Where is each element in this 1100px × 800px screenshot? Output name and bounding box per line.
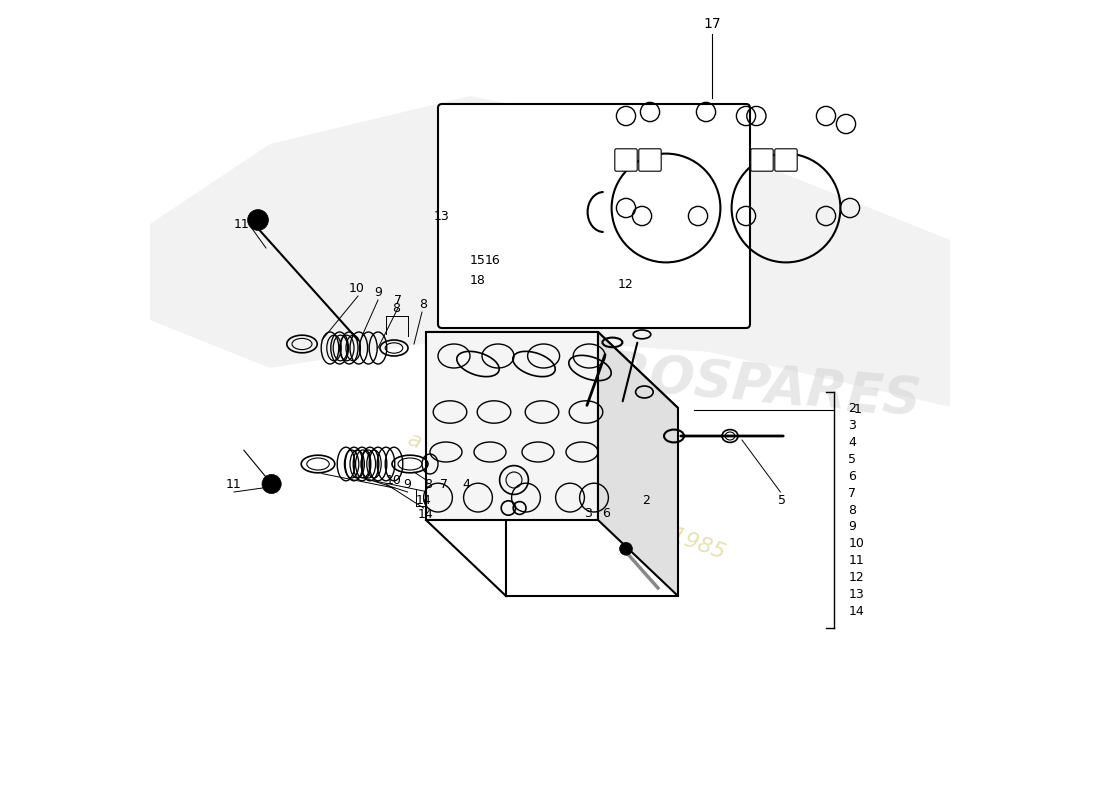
Text: 9: 9 bbox=[848, 520, 856, 534]
FancyBboxPatch shape bbox=[774, 149, 798, 171]
Text: 14: 14 bbox=[417, 508, 433, 521]
Text: 6: 6 bbox=[848, 470, 856, 482]
Text: 13: 13 bbox=[848, 588, 865, 601]
Text: 7: 7 bbox=[848, 486, 857, 500]
Text: 5: 5 bbox=[848, 453, 857, 466]
Polygon shape bbox=[426, 332, 598, 520]
Polygon shape bbox=[426, 332, 678, 408]
Polygon shape bbox=[598, 332, 678, 596]
Text: 15: 15 bbox=[470, 254, 486, 266]
Text: 7: 7 bbox=[394, 294, 402, 306]
Text: 4: 4 bbox=[462, 478, 470, 490]
Circle shape bbox=[262, 474, 282, 494]
FancyBboxPatch shape bbox=[639, 149, 661, 171]
Text: 13: 13 bbox=[434, 210, 450, 222]
Text: 11: 11 bbox=[234, 218, 250, 230]
Text: 16: 16 bbox=[484, 254, 500, 266]
Text: 10: 10 bbox=[349, 282, 364, 294]
Text: 6: 6 bbox=[602, 507, 609, 520]
Text: 17: 17 bbox=[704, 17, 722, 31]
Text: 1: 1 bbox=[854, 403, 862, 416]
Text: 12: 12 bbox=[848, 571, 865, 584]
Text: EUROSPARES: EUROSPARES bbox=[529, 341, 923, 427]
Text: 4: 4 bbox=[848, 436, 856, 449]
Polygon shape bbox=[150, 96, 990, 416]
Text: 10: 10 bbox=[386, 474, 402, 486]
Text: 10: 10 bbox=[848, 538, 865, 550]
Text: 3: 3 bbox=[584, 507, 592, 520]
Text: 9: 9 bbox=[374, 286, 382, 298]
Text: 5: 5 bbox=[778, 494, 786, 506]
Text: 11: 11 bbox=[227, 478, 242, 490]
Text: 14: 14 bbox=[848, 605, 865, 618]
Circle shape bbox=[248, 210, 268, 230]
Text: 11: 11 bbox=[848, 554, 865, 567]
Text: 9: 9 bbox=[404, 478, 411, 490]
Text: 8: 8 bbox=[848, 503, 857, 517]
FancyBboxPatch shape bbox=[438, 104, 750, 328]
Text: 8: 8 bbox=[425, 478, 432, 490]
Circle shape bbox=[619, 542, 632, 555]
FancyBboxPatch shape bbox=[751, 149, 773, 171]
Text: a passion for parts since 1985: a passion for parts since 1985 bbox=[405, 429, 727, 563]
Text: 14: 14 bbox=[416, 494, 431, 506]
Text: 3: 3 bbox=[848, 419, 856, 432]
Text: 8: 8 bbox=[393, 302, 400, 314]
Text: 2: 2 bbox=[848, 402, 856, 415]
Text: 2: 2 bbox=[642, 494, 650, 506]
Text: 12: 12 bbox=[618, 278, 634, 290]
Text: 7: 7 bbox=[440, 478, 449, 490]
Text: 18: 18 bbox=[470, 274, 486, 286]
FancyBboxPatch shape bbox=[615, 149, 637, 171]
Text: 8: 8 bbox=[419, 298, 428, 310]
